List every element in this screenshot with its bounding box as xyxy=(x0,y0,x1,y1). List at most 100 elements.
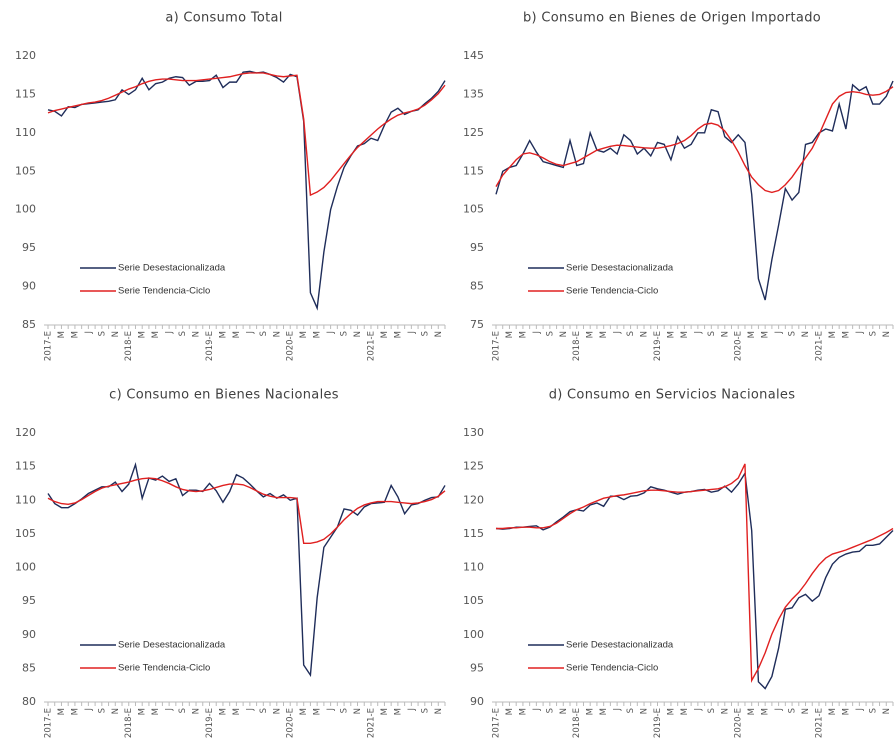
legend-label: Serie Desestacionalizada xyxy=(566,640,674,651)
x-tick-label: N xyxy=(882,331,892,337)
x-tick-label: M xyxy=(151,331,161,338)
x-tick-label: S xyxy=(788,708,798,713)
y-tick-label: 105 xyxy=(15,527,36,540)
x-tick-label: M xyxy=(393,331,403,338)
panel: d) Consumo en Servicios Nacionales 90 95 10… xyxy=(463,388,894,738)
x-tick-label: S xyxy=(545,708,555,713)
x-tick-label: J xyxy=(84,708,94,712)
x-tick-label: J xyxy=(532,708,542,712)
x-tick-label: M xyxy=(57,331,67,338)
x-tick-label: S xyxy=(545,331,555,336)
x-tick-label: S xyxy=(259,708,269,713)
x-tick-label: 2018-E xyxy=(572,708,582,738)
x-tick-label: 2020-E xyxy=(286,331,296,361)
y-tick-label: 95 xyxy=(470,241,484,254)
x-tick-label: M xyxy=(232,331,242,338)
x-tick-label: M xyxy=(666,708,676,715)
x-tick-label: 2021-E xyxy=(366,331,376,361)
y-tick-label: 100 xyxy=(463,628,484,641)
x-tick-label: S xyxy=(868,708,878,713)
x-tick-label: M xyxy=(393,708,403,715)
x-tick-label: J xyxy=(532,331,542,335)
x-tick-label: N xyxy=(640,708,650,714)
legend-label: Serie Desestacionalizada xyxy=(118,263,226,274)
x-tick-label: S xyxy=(707,708,717,713)
y-tick-label: 115 xyxy=(15,87,36,100)
x-tick-label: J xyxy=(245,331,255,335)
x-tick-label: M xyxy=(57,708,67,715)
x-tick-label: N xyxy=(272,331,282,337)
y-tick-label: 80 xyxy=(22,695,36,708)
x-tick-label: M xyxy=(680,708,690,715)
x-tick-label: S xyxy=(707,331,717,336)
x-tick-label: 2017-E xyxy=(492,331,502,361)
x-tick-label: J xyxy=(407,331,417,335)
x-tick-label: M xyxy=(299,708,309,715)
x-tick-label: J xyxy=(165,708,175,712)
panel: c) Consumo en Bienes Nacionales 80 85 90 95 1… xyxy=(15,388,446,738)
y-tick-label: 125 xyxy=(463,460,484,473)
x-tick-label: J xyxy=(693,331,703,335)
series-line xyxy=(47,72,446,197)
series-line xyxy=(47,461,446,678)
x-tick-label: S xyxy=(97,331,107,336)
x-tick-label: M xyxy=(505,331,515,338)
series-line xyxy=(47,477,446,544)
legend-label: Serie Desestacionalizada xyxy=(118,640,226,651)
series-line xyxy=(496,463,894,684)
y-tick-label: 105 xyxy=(15,164,36,177)
y-tick-label: 120 xyxy=(15,426,36,439)
y-tick-label: 95 xyxy=(22,594,36,607)
x-tick-label: N xyxy=(559,708,569,714)
x-tick-label: M xyxy=(380,331,390,338)
x-tick-label: N xyxy=(720,331,730,337)
x-tick-label: M xyxy=(380,708,390,715)
x-tick-label: M xyxy=(505,708,515,715)
x-tick-label: N xyxy=(434,331,444,337)
x-tick-label: M xyxy=(218,331,228,338)
x-tick-label: S xyxy=(97,708,107,713)
y-tick-label: 105 xyxy=(463,203,484,216)
x-tick-label: N xyxy=(353,331,363,337)
y-tick-label: 85 xyxy=(22,318,36,331)
x-tick-label: M xyxy=(518,331,528,338)
x-tick-label: 2021-E xyxy=(814,331,824,361)
y-tick-label: 95 xyxy=(22,241,36,254)
x-tick-label: M xyxy=(761,708,771,715)
x-tick-label: J xyxy=(774,708,784,712)
x-tick-label: N xyxy=(559,331,569,337)
x-tick-label: N xyxy=(272,708,282,714)
x-tick-label: 2018-E xyxy=(572,331,582,361)
x-tick-label: 2020-E xyxy=(734,331,744,361)
x-tick-label: N xyxy=(111,708,121,714)
x-tick-label: J xyxy=(407,708,417,712)
x-tick-label: N xyxy=(801,331,811,337)
x-tick-label: M xyxy=(828,708,838,715)
series-line xyxy=(495,86,894,194)
x-tick-label: J xyxy=(165,331,175,335)
y-tick-label: 130 xyxy=(463,426,484,439)
x-tick-label: 2020-E xyxy=(734,708,744,738)
x-tick-label: N xyxy=(801,708,811,714)
x-tick-label: J xyxy=(613,331,623,335)
y-tick-label: 95 xyxy=(470,661,484,674)
legend-label: Serie Tendencia-Ciclo xyxy=(118,663,210,674)
x-tick-label: M xyxy=(138,708,148,715)
x-tick-label: N xyxy=(353,708,363,714)
x-tick-label: 2018-E xyxy=(124,331,134,361)
x-tick-label: M xyxy=(218,708,228,715)
y-tick-label: 90 xyxy=(470,695,484,708)
x-tick-label: 2019-E xyxy=(205,708,215,738)
y-tick-label: 135 xyxy=(463,87,484,100)
y-tick-label: 120 xyxy=(463,493,484,506)
chart-title: b) Consumo en Bienes de Origen Importado xyxy=(523,11,821,26)
x-tick-label: M xyxy=(70,331,80,338)
x-tick-label: 2017-E xyxy=(44,708,54,738)
panel: a) Consumo Total 85 90 95 100 105 110 115 120 201… xyxy=(15,11,446,361)
x-tick-label: J xyxy=(326,708,336,712)
x-tick-label: S xyxy=(340,708,350,713)
chart-title: c) Consumo en Bienes Nacionales xyxy=(109,388,339,403)
x-tick-label: 2021-E xyxy=(814,708,824,738)
y-tick-label: 100 xyxy=(15,561,36,574)
series-line xyxy=(495,80,894,301)
